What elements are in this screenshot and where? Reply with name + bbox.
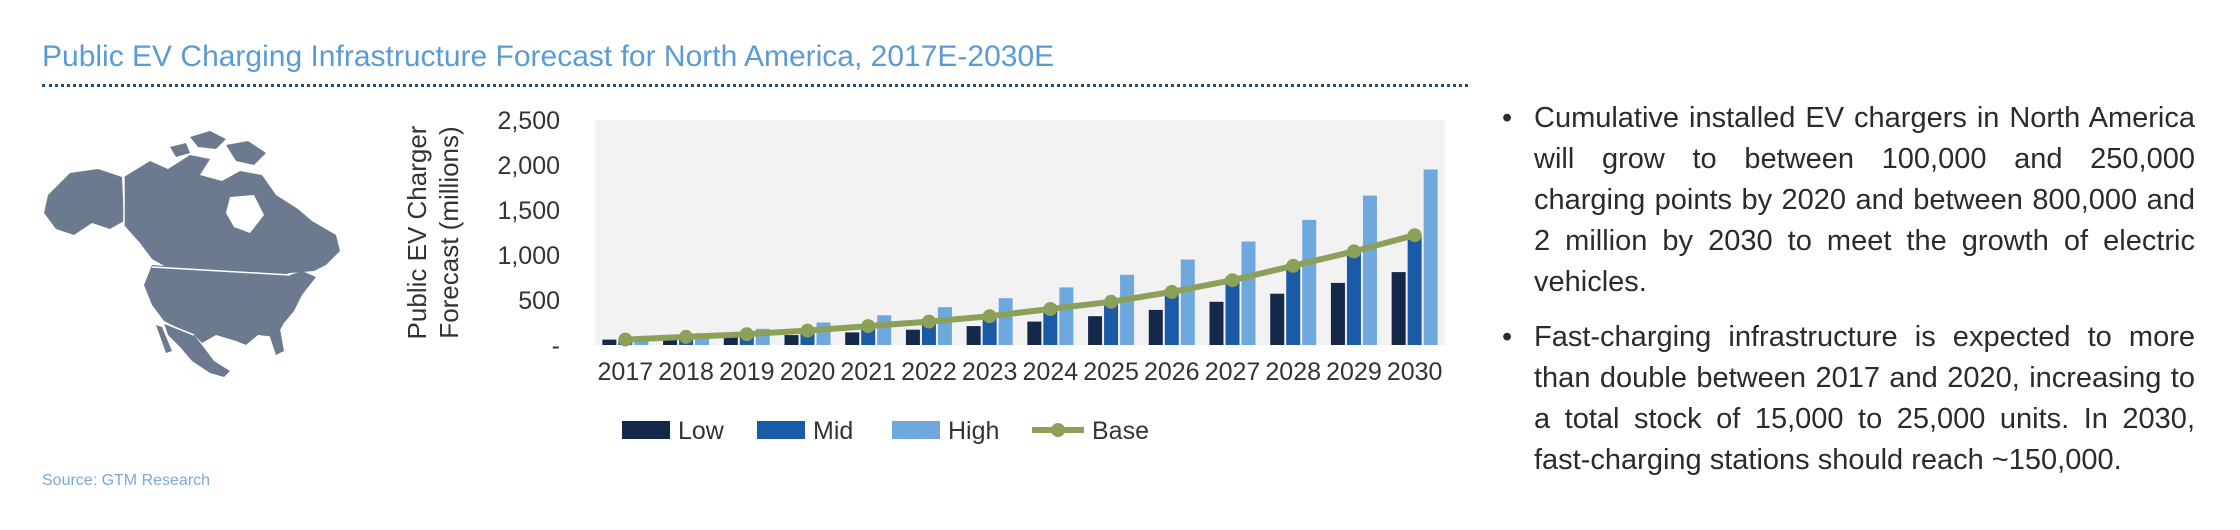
bullet-text: Fast-charging infrastructure is expected… — [1534, 321, 2195, 476]
insight-bullets: • Cumulative installed EV chargers in No… — [1500, 98, 2195, 495]
legend-swatch-mid — [757, 421, 805, 439]
base-point-2027 — [1225, 273, 1240, 288]
bar-mid-2025 — [1104, 300, 1119, 345]
base-point-2017 — [618, 332, 633, 347]
legend-swatch-high — [892, 421, 940, 439]
bar-low-2024 — [1027, 321, 1042, 345]
bar-mid-2028 — [1286, 264, 1301, 345]
base-point-2021 — [861, 319, 876, 334]
bar-high-2030 — [1423, 169, 1438, 345]
bar-low-2019 — [723, 336, 738, 345]
bar-high-2021 — [877, 315, 892, 345]
legend-label-low: Low — [678, 417, 725, 445]
bar-high-2028 — [1302, 219, 1317, 345]
base-point-2029 — [1346, 244, 1361, 259]
bar-low-2023 — [966, 326, 981, 345]
x-tick-label: 2023 — [962, 358, 1018, 386]
bar-mid-2030 — [1407, 234, 1422, 345]
north-america-map-icon — [40, 125, 395, 385]
legend-label-base: Base — [1092, 417, 1149, 445]
bar-mid-2027 — [1225, 276, 1240, 345]
x-tick-label: 2030 — [1387, 358, 1443, 386]
bar-high-2022 — [937, 307, 952, 345]
x-tick-label: 2024 — [1023, 358, 1079, 386]
bullet-dot-icon: • — [1502, 102, 1513, 134]
x-tick-label: 2026 — [1144, 358, 1200, 386]
bar-high-2024 — [1059, 287, 1074, 345]
page-title: Public EV Charging Infrastructure Foreca… — [42, 40, 1055, 73]
base-point-2018 — [679, 329, 694, 344]
bar-high-2025 — [1120, 274, 1135, 345]
bar-low-2017 — [602, 339, 617, 345]
bar-high-2027 — [1241, 241, 1256, 345]
bar-low-2020 — [784, 335, 799, 345]
y-tick-label: 1,000 — [497, 242, 560, 270]
x-tick-label: 2017 — [598, 358, 654, 386]
x-tick-label: 2025 — [1083, 358, 1139, 386]
bar-high-2023 — [998, 298, 1013, 345]
bar-low-2027 — [1209, 301, 1224, 345]
bar-low-2018 — [663, 338, 678, 345]
base-point-2022 — [921, 314, 936, 329]
y-axis-title: Public EV ChargerForecast (millions) — [402, 125, 464, 339]
base-point-2019 — [739, 327, 754, 342]
base-series-line — [625, 232, 1416, 343]
x-tick-label: 2022 — [901, 358, 957, 386]
x-tick-label: 2029 — [1326, 358, 1382, 386]
x-tick-label: 2021 — [840, 358, 896, 386]
y-axis-title-line: Public EV Charger — [402, 125, 432, 339]
bar-mid-2023 — [982, 316, 997, 345]
base-point-2023 — [982, 309, 997, 324]
x-tick-label: 2018 — [658, 358, 714, 386]
legend-label-mid: Mid — [813, 417, 853, 445]
base-point-2024 — [1043, 302, 1058, 316]
y-tick-label: 500 — [518, 287, 560, 315]
legend-marker-base — [1051, 423, 1065, 437]
bar-low-2028 — [1270, 293, 1285, 345]
legend-label-high: High — [948, 417, 999, 445]
base-point-2020 — [800, 323, 815, 338]
base-point-2025 — [1104, 294, 1119, 309]
y-tick-label: 2,000 — [497, 152, 560, 180]
bar-low-2025 — [1088, 316, 1103, 345]
y-axis-title-line: Forecast (millions) — [434, 126, 464, 338]
x-tick-label: 2027 — [1205, 358, 1261, 386]
bullet-text: Cumulative installed EV chargers in Nort… — [1534, 102, 2195, 298]
source-note: Source: GTM Research — [42, 472, 211, 489]
y-tick-label: 1,500 — [497, 197, 560, 225]
base-point-2030 — [1407, 228, 1422, 243]
bar-high-2029 — [1362, 195, 1377, 345]
x-tick-label: 2028 — [1265, 358, 1321, 386]
bar-low-2021 — [845, 332, 860, 345]
map-shape — [44, 131, 340, 377]
bullet-item: • Cumulative installed EV chargers in No… — [1500, 98, 2195, 303]
bar-low-2029 — [1330, 282, 1345, 345]
y-tick-label: 2,500 — [497, 107, 560, 135]
bullet-dot-icon: • — [1502, 321, 1513, 353]
bullet-item: • Fast-charging infrastructure is expect… — [1500, 317, 2195, 481]
base-point-2026 — [1164, 284, 1179, 299]
bar-low-2026 — [1148, 309, 1163, 345]
bar-low-2022 — [905, 329, 920, 345]
bar-low-2030 — [1391, 272, 1406, 345]
bar-high-2020 — [816, 322, 831, 345]
bar-mid-2022 — [921, 322, 936, 345]
x-tick-label: 2019 — [719, 358, 775, 386]
bar-mid-2026 — [1164, 289, 1179, 345]
base-point-2028 — [1286, 258, 1301, 273]
title-divider — [42, 84, 1468, 87]
x-tick-label: 2020 — [780, 358, 836, 386]
bar-mid-2029 — [1346, 249, 1361, 345]
bar-high-2026 — [1180, 259, 1195, 345]
ev-charger-forecast-chart: Public EV ChargerForecast (millions) - 50… — [400, 95, 1470, 475]
legend-swatch-low — [622, 421, 670, 439]
y-tick-label: - — [552, 332, 560, 360]
bar-mid-2024 — [1043, 309, 1058, 345]
